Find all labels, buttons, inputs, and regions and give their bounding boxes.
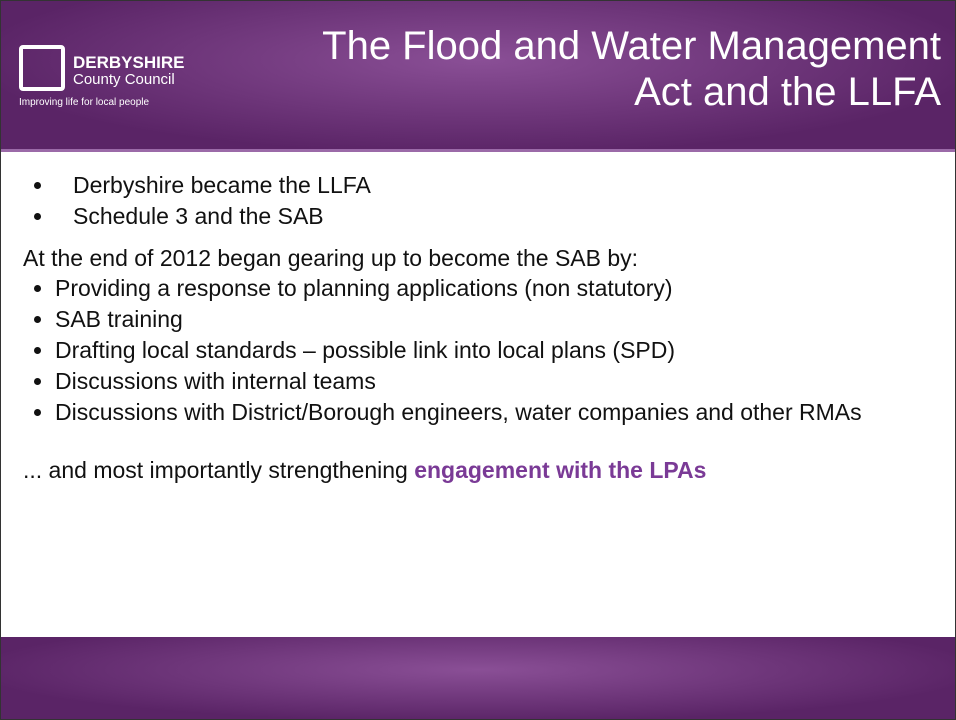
closing-emphasis: engagement with the LPAs — [414, 457, 707, 483]
intro: At the end of 2012 began gearing up to b… — [23, 245, 639, 271]
content: Derbyshire became the LLFA Schedule 3 and… — [23, 171, 933, 486]
bullet: Discussions with internal teams — [55, 367, 933, 395]
title: The Flood and Water Management Act and t… — [322, 24, 941, 114]
logo-mark — [19, 45, 65, 91]
bullet-list: Derbyshire became the LLFA Schedule 3 and… — [23, 171, 933, 230]
logo-name: DERBYSHIRE — [73, 53, 185, 72]
header: DERBYSHIRE County Council Improving life… — [1, 1, 955, 152]
bullet: SAB training — [55, 305, 933, 333]
bullet: Providing a response to planning applica… — [55, 274, 933, 302]
logo: DERBYSHIRE County Council Improving life… — [19, 45, 239, 115]
footer — [1, 637, 955, 719]
bullet: Derbyshire became the LLFA — [55, 171, 933, 199]
bullet: Schedule 3 and the SAB — [55, 202, 933, 230]
closing: ... and most importantly strengthening e… — [23, 456, 933, 484]
closing-text: ... and most importantly strengthening — [23, 457, 408, 483]
bullet-list: Providing a response to planning applica… — [23, 274, 933, 426]
bullet: Drafting local standards – possible link… — [55, 336, 933, 364]
logo-tagline: Improving life for local people — [19, 97, 150, 108]
logo-subname: County Council — [73, 71, 175, 88]
bullet: Discussions with District/Borough engine… — [55, 398, 933, 426]
